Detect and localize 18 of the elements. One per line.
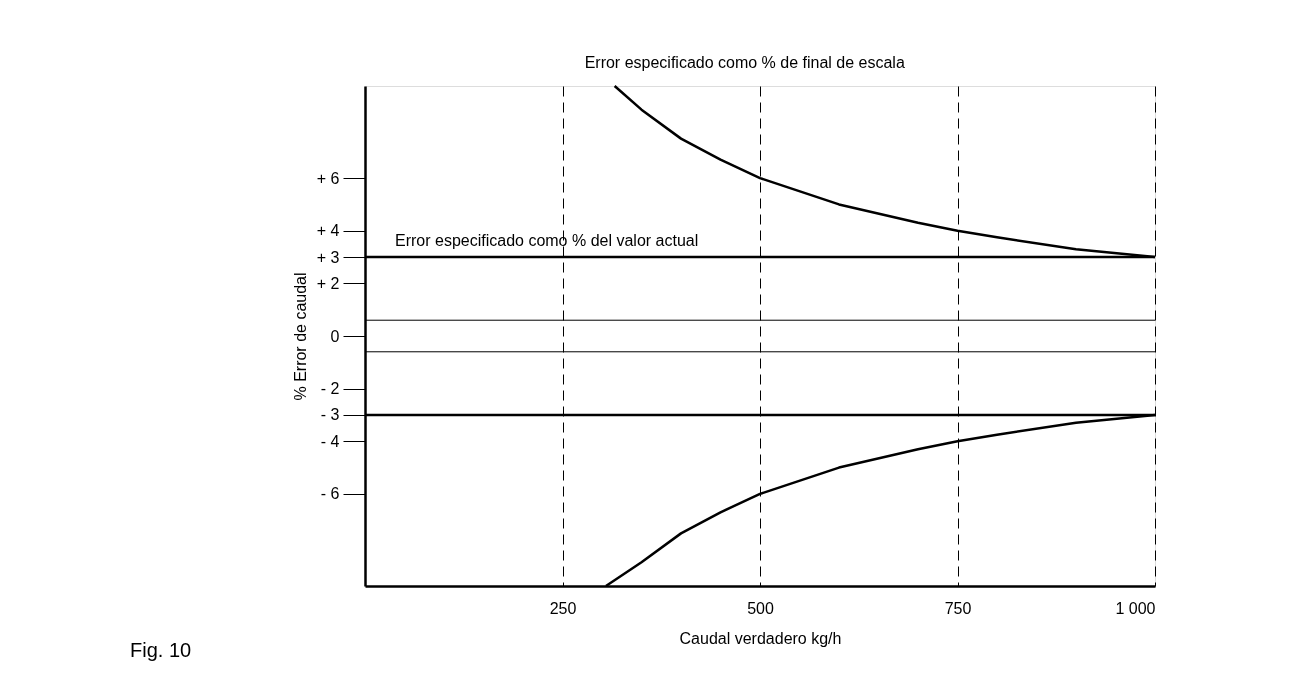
legend-label: Error especificado como % del valor actual (395, 232, 699, 250)
x-tick-label: 1 000 (1115, 599, 1156, 617)
y-tick-label: + 4 (316, 222, 340, 240)
y-tick-label: + 3 (316, 248, 340, 266)
y-axis-title: % Error de caudal (291, 272, 309, 401)
y-tick-label: - 4 (320, 432, 340, 450)
y-tick-label: 0 (330, 327, 340, 345)
y-tick-label: - 2 (320, 380, 340, 398)
x-tick-label: 750 (944, 599, 972, 617)
y-tick-label: - 3 (320, 406, 340, 424)
y-tick-label: - 6 (320, 485, 340, 503)
x-tick-label: 500 (747, 599, 774, 617)
y-tick-label: + 2 (316, 274, 340, 292)
y-tick-label: + 6 (316, 169, 340, 187)
text: Error especificado como % de final de escala (584, 54, 905, 71)
x-tick-label: 250 (549, 599, 577, 617)
x-axis-title: Caudal verdadero kg/h (679, 629, 842, 647)
caption: Fig. 10 (130, 639, 192, 661)
